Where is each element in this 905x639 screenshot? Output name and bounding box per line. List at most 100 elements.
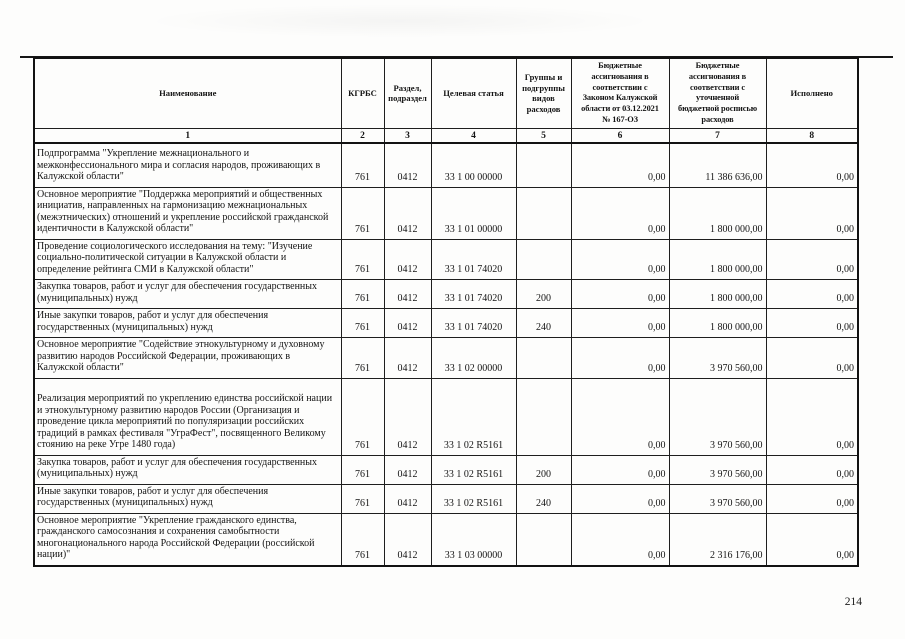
table-row: Основное мероприятие "Поддержка мероприя…	[33, 186, 859, 240]
row-name: Основное мероприятие "Укрепление граждан…	[33, 512, 342, 567]
cell-expense-group	[515, 337, 572, 379]
table-header-row: Наименование КГРБС Раздел, подраздел Цел…	[33, 57, 859, 129]
cell-expense-group: 200	[515, 279, 572, 310]
table-row: Основное мероприятие "Укрепление граждан…	[33, 512, 859, 567]
table-row: Закупка товаров, работ и услуг для обесп…	[33, 454, 859, 485]
table-body: Подпрограмма "Укрепление межнациональног…	[33, 142, 859, 567]
cell-law-amount: 0,00	[570, 512, 670, 567]
cell-kgrbs: 761	[340, 512, 385, 567]
table-row: Иные закупки товаров, работ и услуг для …	[33, 308, 859, 339]
cell-target-article: 33 1 01 00000	[430, 186, 517, 240]
cell-razdel: 0412	[383, 238, 432, 281]
row-name: Иные закупки товаров, работ и услуг для …	[33, 483, 342, 514]
cell-target-article: 33 1 01 74020	[430, 279, 517, 310]
cell-law-amount: 0,00	[570, 186, 670, 240]
cell-law-amount: 0,00	[570, 483, 670, 514]
cell-refined-amount: 2 316 176,00	[668, 512, 767, 567]
cell-target-article: 33 1 00 00000	[430, 142, 517, 188]
cell-target-article: 33 1 01 74020	[430, 238, 517, 281]
cell-kgrbs: 761	[340, 337, 385, 379]
cell-target-article: 33 1 01 74020	[430, 308, 517, 339]
cell-expense-group: 240	[515, 483, 572, 514]
cell-razdel: 0412	[383, 512, 432, 567]
cell-razdel: 0412	[383, 186, 432, 240]
col-header-kgrbs: КГРБС	[340, 57, 385, 129]
table-row: Реализация мероприятий по укреплению еди…	[33, 377, 859, 456]
cell-target-article: 33 1 03 00000	[430, 512, 517, 567]
colnum-1: 1	[33, 127, 342, 145]
cell-expense-group: 240	[515, 308, 572, 339]
cell-kgrbs: 761	[340, 142, 385, 188]
col-header-expense-group: Группы и подгруппы видов расходов	[515, 57, 572, 129]
cell-law-amount: 0,00	[570, 238, 670, 281]
col-header-name: Наименование	[33, 57, 342, 129]
cell-razdel: 0412	[383, 279, 432, 310]
table-row: Закупка товаров, работ и услуг для обесп…	[33, 279, 859, 310]
cell-target-article: 33 1 02 00000	[430, 337, 517, 379]
cell-refined-amount: 11 386 636,00	[668, 142, 767, 188]
cell-executed: 0,00	[765, 279, 859, 310]
column-number-row: 1 2 3 4 5 6 7 8	[33, 127, 859, 145]
colnum-5: 5	[515, 127, 572, 145]
cell-executed: 0,00	[765, 454, 859, 485]
cell-kgrbs: 761	[340, 186, 385, 240]
scan-smudge	[140, 4, 660, 38]
cell-expense-group: 200	[515, 454, 572, 485]
cell-target-article: 33 1 02 R5161	[430, 454, 517, 485]
cell-refined-amount: 3 970 560,00	[668, 483, 767, 514]
cell-expense-group	[515, 377, 572, 456]
colnum-3: 3	[383, 127, 432, 145]
cell-expense-group	[515, 238, 572, 281]
cell-executed: 0,00	[765, 377, 859, 456]
cell-executed: 0,00	[765, 308, 859, 339]
cell-law-amount: 0,00	[570, 337, 670, 379]
cell-executed: 0,00	[765, 186, 859, 240]
table-row: Основное мероприятие "Содействие этнокул…	[33, 337, 859, 379]
cell-razdel: 0412	[383, 142, 432, 188]
cell-expense-group	[515, 512, 572, 567]
cell-kgrbs: 761	[340, 279, 385, 310]
page-number: 214	[844, 596, 862, 608]
cell-expense-group	[515, 142, 572, 188]
cell-target-article: 33 1 02 R5161	[430, 377, 517, 456]
col-header-refined-amount: Бюджетные ассигнования в соответствии с …	[668, 57, 767, 129]
cell-executed: 0,00	[765, 238, 859, 281]
cell-executed: 0,00	[765, 142, 859, 188]
cell-executed: 0,00	[765, 337, 859, 379]
cell-kgrbs: 761	[340, 308, 385, 339]
table-row: Подпрограмма "Укрепление межнациональног…	[33, 142, 859, 188]
cell-law-amount: 0,00	[570, 454, 670, 485]
colnum-4: 4	[430, 127, 517, 145]
row-name: Проведение социологического исследования…	[33, 238, 342, 281]
cell-kgrbs: 761	[340, 377, 385, 456]
cell-razdel: 0412	[383, 454, 432, 485]
cell-refined-amount: 3 970 560,00	[668, 337, 767, 379]
cell-kgrbs: 761	[340, 238, 385, 281]
colnum-6: 6	[570, 127, 670, 145]
cell-kgrbs: 761	[340, 454, 385, 485]
table-row: Проведение социологического исследования…	[33, 238, 859, 281]
row-name: Закупка товаров, работ и услуг для обесп…	[33, 454, 342, 485]
cell-refined-amount: 1 800 000,00	[668, 279, 767, 310]
cell-expense-group	[515, 186, 572, 240]
col-header-law-amount: Бюджетные ассигнования в соответствии с …	[570, 57, 670, 129]
budget-execution-table: Наименование КГРБС Раздел, подраздел Цел…	[33, 57, 859, 567]
cell-kgrbs: 761	[340, 483, 385, 514]
cell-law-amount: 0,00	[570, 377, 670, 456]
cell-refined-amount: 3 970 560,00	[668, 454, 767, 485]
cell-law-amount: 0,00	[570, 142, 670, 188]
row-name: Подпрограмма "Укрепление межнациональног…	[33, 142, 342, 188]
col-header-target-article: Целевая статья	[430, 57, 517, 129]
row-name: Основное мероприятие "Поддержка мероприя…	[33, 186, 342, 240]
row-name: Основное мероприятие "Содействие этнокул…	[33, 337, 342, 379]
cell-executed: 0,00	[765, 512, 859, 567]
colnum-2: 2	[340, 127, 385, 145]
cell-razdel: 0412	[383, 337, 432, 379]
cell-law-amount: 0,00	[570, 308, 670, 339]
cell-refined-amount: 3 970 560,00	[668, 377, 767, 456]
table-row: Иные закупки товаров, работ и услуг для …	[33, 483, 859, 514]
cell-razdel: 0412	[383, 377, 432, 456]
row-name: Иные закупки товаров, работ и услуг для …	[33, 308, 342, 339]
col-header-razdel: Раздел, подраздел	[383, 57, 432, 129]
